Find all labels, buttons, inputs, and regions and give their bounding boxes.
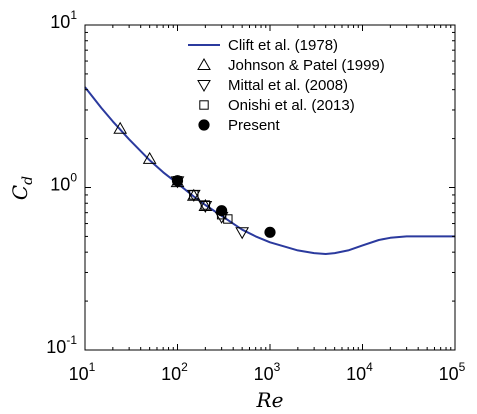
- x-tick-exponent: 3: [274, 360, 281, 374]
- legend-label: Onishi et al. (2013): [228, 97, 355, 114]
- data-point-triangle-down: [198, 200, 213, 213]
- data-point-triangle-up: [142, 151, 157, 164]
- data-point-triangle-up: [198, 198, 213, 211]
- legend-label: Mittal et al. (2008): [228, 77, 348, 94]
- x-tick-label: 105: [439, 360, 466, 384]
- clift-curve-line: [84, 86, 455, 255]
- plot-area: [85, 25, 455, 350]
- legend: Clift et al. (1978) Johnson & Patel (1999…: [188, 37, 385, 134]
- legend-marker-triangle-down: [197, 80, 211, 93]
- legend-marker-square: [199, 100, 209, 110]
- legend-label: Johnson & Patel (1999): [228, 57, 385, 74]
- y-axis-label: Cd: [8, 176, 36, 200]
- x-tick-base: 10: [346, 364, 366, 384]
- y-axis-label-main: C: [8, 185, 32, 200]
- x-tick-base: 10: [69, 364, 89, 384]
- y-tick-exponent: 1: [70, 8, 77, 22]
- data-point-filled-circle: [171, 175, 184, 187]
- x-tick-exponent: 5: [459, 360, 466, 374]
- y-tick-base: 10: [50, 12, 70, 32]
- y-tick-base: 10: [50, 175, 70, 195]
- data-point-square: [200, 200, 211, 210]
- data-point-triangle-up: [113, 121, 128, 134]
- data-point-square: [223, 214, 233, 224]
- y-tick-exponent: 0: [70, 171, 77, 185]
- x-tick-base: 10: [439, 364, 459, 384]
- legend-label: Clift et al. (1978): [228, 37, 338, 54]
- x-tick-base: 10: [161, 364, 181, 384]
- x-tick-base: 10: [254, 364, 274, 384]
- legend-label: Present: [228, 117, 281, 134]
- data-point-filled-circle: [216, 205, 228, 217]
- data-point-filled-circle: [264, 226, 276, 238]
- curve-layer: [84, 86, 455, 255]
- x-tick-label: 101: [69, 360, 96, 384]
- x-tick-exponent: 1: [89, 360, 96, 374]
- x-tick-label: 103: [254, 360, 281, 384]
- y-axis-label-sub: d: [20, 176, 36, 185]
- y-tick-label: 100: [50, 171, 77, 195]
- x-tick-label: 102: [161, 360, 188, 384]
- legend-marker-triangle-up: [197, 57, 211, 70]
- marker-layer: [113, 121, 276, 240]
- y-tick-label: 101: [50, 8, 77, 32]
- y-tick-label: 10-1: [46, 333, 77, 357]
- y-tick-exponent: -1: [66, 333, 77, 347]
- data-point-triangle-down: [235, 227, 250, 240]
- x-tick-exponent: 4: [366, 360, 373, 374]
- y-tick-base: 10: [46, 337, 66, 357]
- x-tick-label: 104: [346, 360, 373, 384]
- x-axis-label: Re: [256, 388, 284, 412]
- x-tick-exponent: 2: [181, 360, 188, 374]
- data-point-square: [189, 190, 199, 200]
- legend-marker-filled-circle: [198, 119, 210, 131]
